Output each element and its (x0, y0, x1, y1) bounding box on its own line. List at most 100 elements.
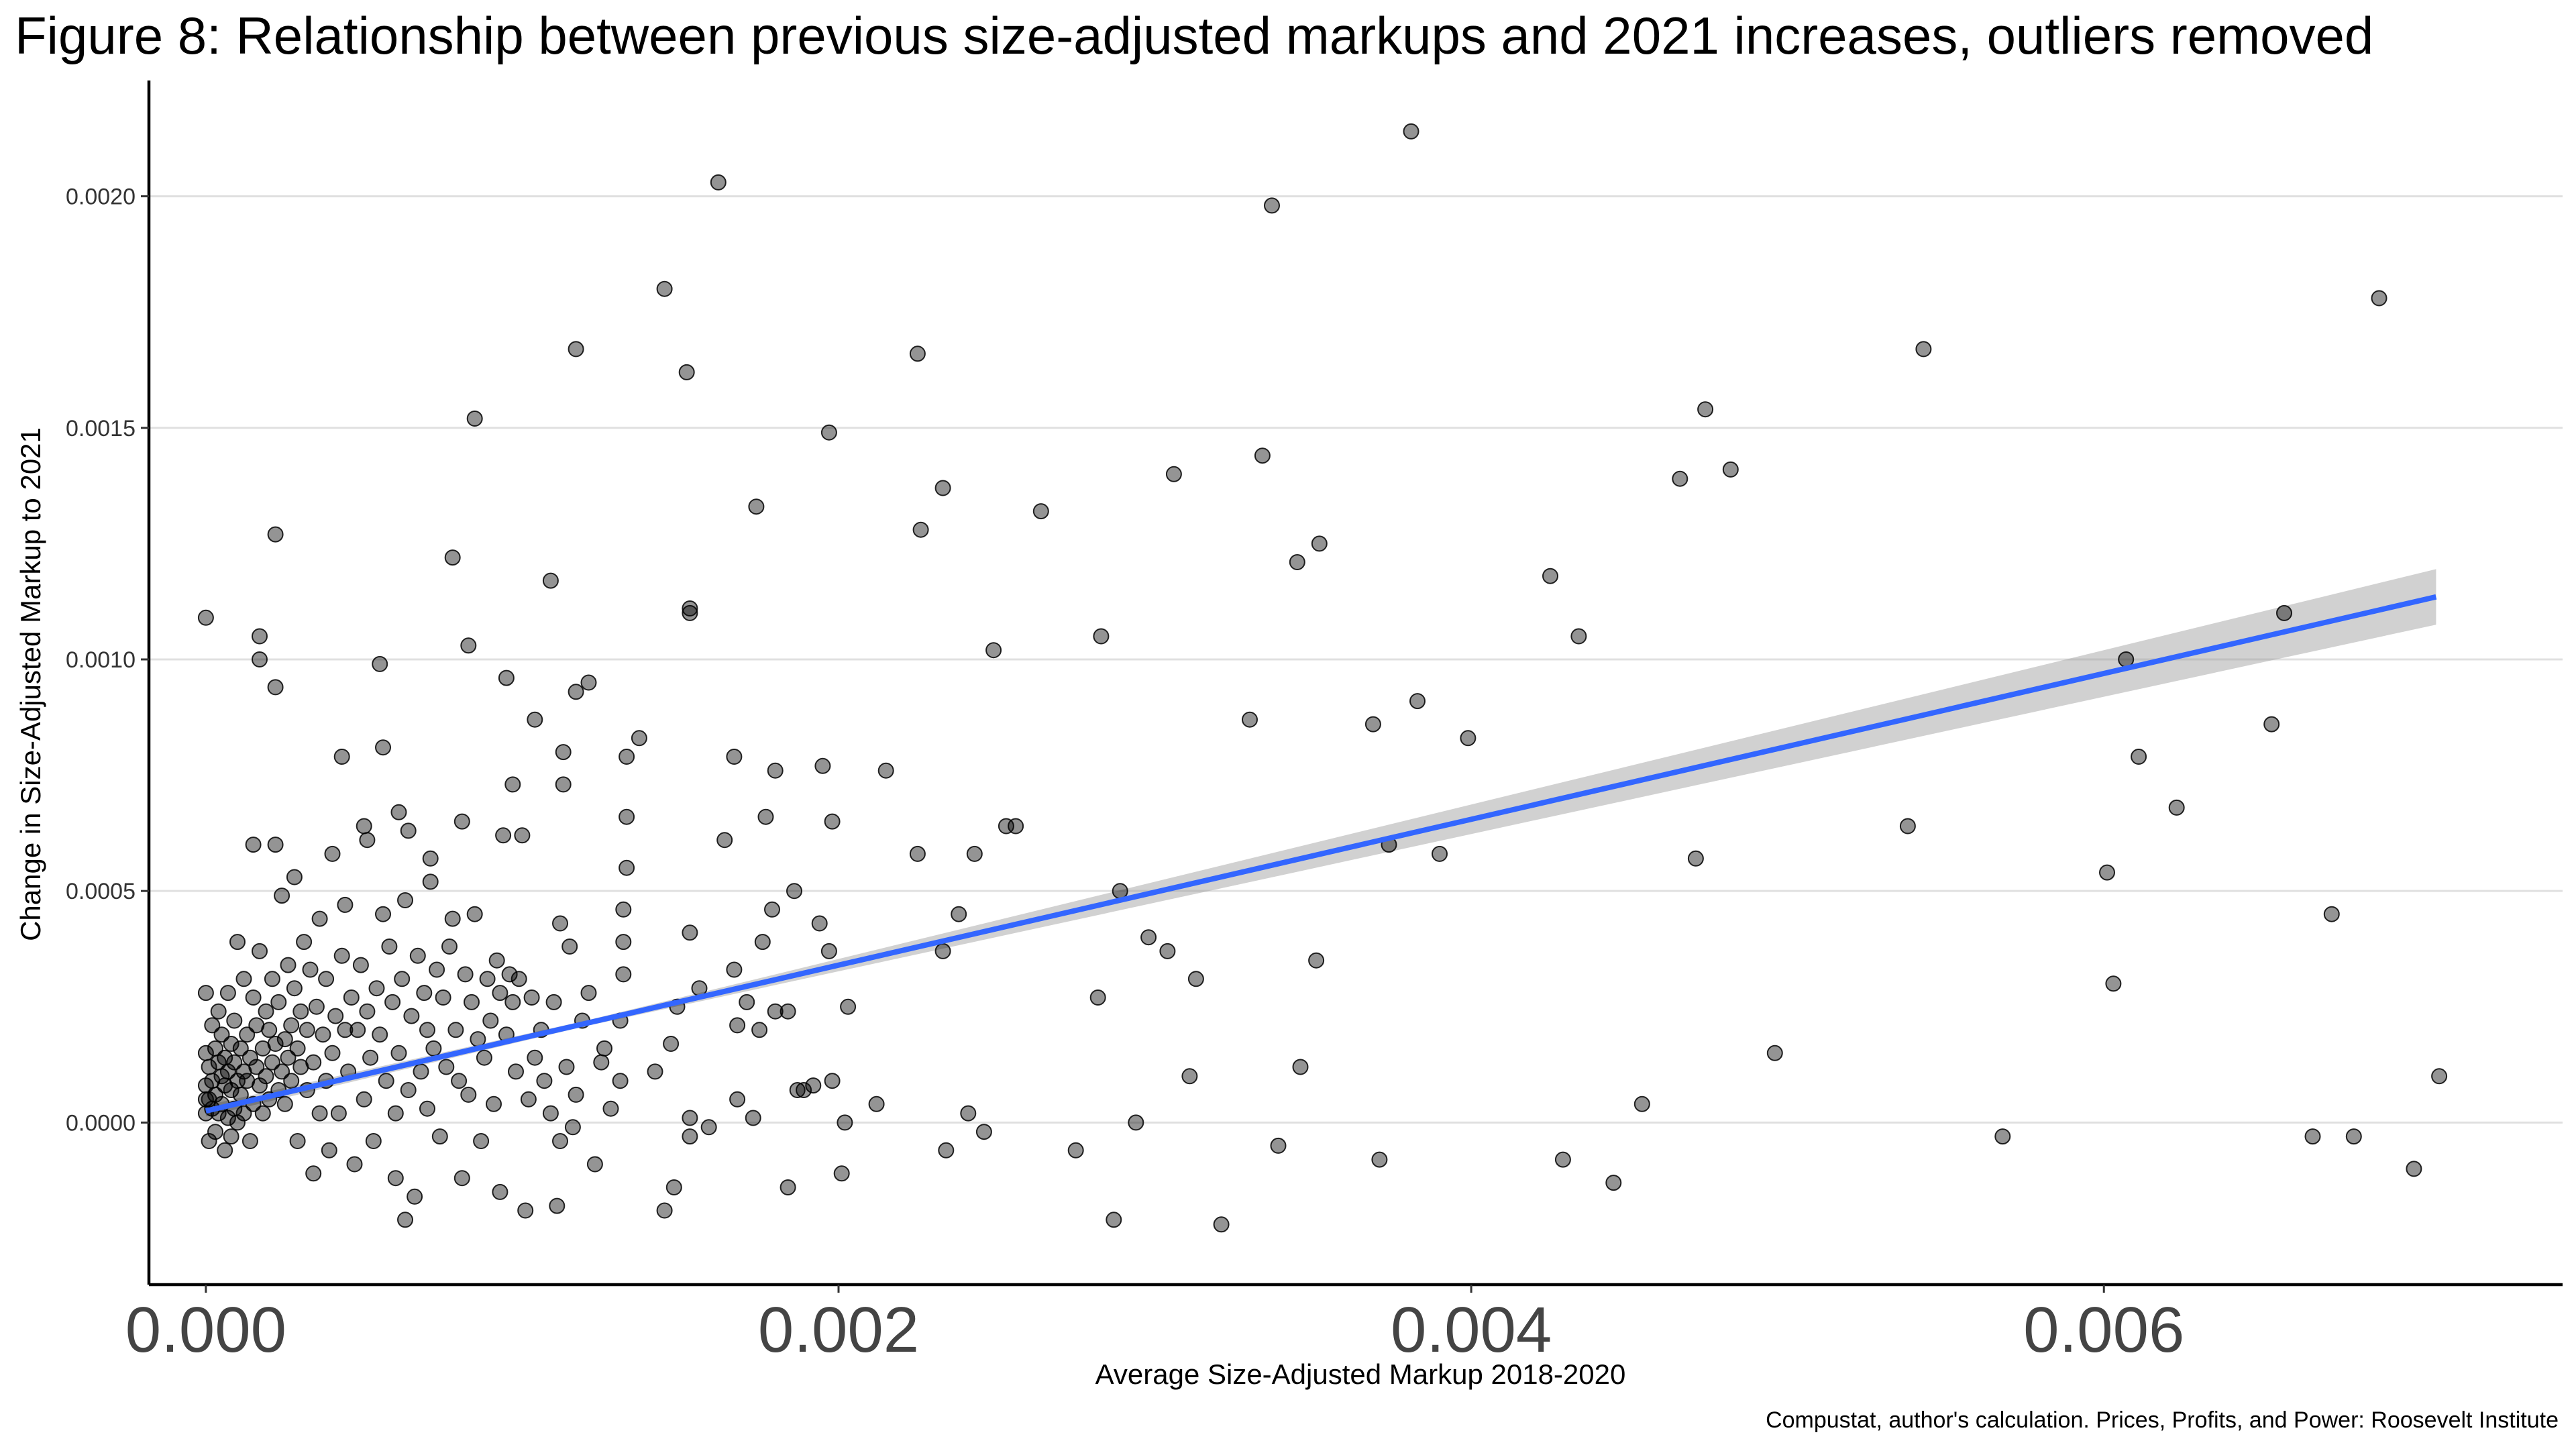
data-point (656, 1202, 673, 1219)
data-point (909, 345, 926, 362)
data-point (726, 749, 743, 765)
data-point (1264, 197, 1280, 214)
data-point (407, 1188, 423, 1205)
data-point (1687, 850, 1704, 867)
data-point (558, 1059, 575, 1075)
data-point (394, 971, 411, 987)
data-point (372, 1026, 388, 1043)
data-point (466, 906, 483, 922)
data-point (359, 1003, 376, 1020)
data-point (517, 1202, 534, 1219)
data-point (492, 985, 508, 1002)
data-point (245, 837, 262, 853)
data-point (302, 961, 319, 978)
data-point (400, 1082, 417, 1098)
ci-band (205, 569, 2436, 1117)
data-point (466, 411, 483, 427)
data-point (286, 869, 303, 885)
data-point (305, 1165, 322, 1182)
data-point (1165, 466, 1182, 482)
data-point (252, 943, 268, 959)
data-point (315, 1026, 331, 1043)
data-point (682, 924, 698, 941)
source-caption: Compustat, author's calculation. Prices,… (1766, 1407, 2559, 1433)
data-point (498, 669, 515, 686)
data-point (1093, 628, 1110, 645)
data-point (1371, 1151, 1388, 1168)
data-point (239, 1026, 256, 1043)
data-point (416, 985, 433, 1002)
data-point (254, 1040, 271, 1057)
data-point (419, 1022, 435, 1038)
x-axis-label: Average Size-Adjusted Markup 2018-2020 (1095, 1358, 1626, 1390)
data-point (390, 804, 407, 820)
data-point (292, 1003, 309, 1020)
data-point (387, 1105, 404, 1122)
data-point (343, 989, 360, 1006)
data-point (1766, 1044, 1783, 1061)
data-point (966, 845, 983, 862)
data-point (710, 174, 727, 191)
data-point (754, 934, 771, 951)
data-point (213, 1026, 230, 1043)
data-point (368, 980, 385, 997)
data-point (564, 1119, 581, 1136)
data-point (619, 808, 635, 825)
data-point (375, 906, 391, 922)
data-point (201, 1133, 217, 1149)
data-point (226, 1054, 243, 1071)
data-point (337, 896, 354, 913)
data-point (333, 749, 350, 765)
data-point (1409, 693, 1426, 710)
data-point (729, 1091, 746, 1108)
data-point (665, 1179, 682, 1195)
data-point (280, 957, 297, 973)
data-point (219, 1110, 236, 1126)
data-point (909, 845, 926, 862)
data-point (289, 1133, 306, 1149)
data-point (615, 901, 632, 918)
data-point (820, 424, 837, 441)
data-point (479, 971, 496, 987)
data-point (523, 989, 540, 1006)
data-point (1994, 1128, 2011, 1145)
data-point (245, 989, 262, 1006)
data-point (514, 827, 531, 844)
x-tick-label: 0.000 (125, 1294, 286, 1366)
data-point (780, 1003, 796, 1020)
data-point (375, 739, 391, 756)
data-point (254, 1105, 271, 1122)
data-point (441, 938, 458, 955)
data-point (1364, 716, 1381, 733)
data-point (453, 1170, 470, 1187)
x-tick-label: 0.004 (1391, 1294, 1552, 1366)
data-point (422, 873, 439, 890)
data-point (716, 832, 733, 849)
data-point (542, 572, 559, 589)
data-point (311, 910, 328, 927)
y-tick-label: 0.0000 (66, 1110, 136, 1136)
data-point (283, 1017, 300, 1034)
y-tick-label: 0.0015 (66, 416, 136, 441)
data-point (520, 1091, 537, 1108)
data-point (2371, 290, 2387, 307)
data-point (1106, 1212, 1122, 1228)
data-point (276, 1031, 293, 1048)
data-point (274, 888, 290, 904)
data-point (1254, 447, 1271, 464)
data-point (476, 1049, 492, 1066)
data-point (1542, 568, 1558, 584)
data-point (602, 1100, 619, 1117)
data-point (413, 1063, 429, 1080)
data-point (586, 1156, 603, 1173)
data-point (365, 1133, 382, 1149)
data-point (429, 961, 445, 978)
confidence-band (205, 569, 2436, 1117)
data-point (1915, 341, 1932, 358)
data-point (1067, 1142, 1084, 1159)
data-point (311, 1105, 328, 1122)
data-point (2304, 1128, 2321, 1145)
data-point (615, 934, 632, 951)
data-point (425, 1040, 442, 1057)
